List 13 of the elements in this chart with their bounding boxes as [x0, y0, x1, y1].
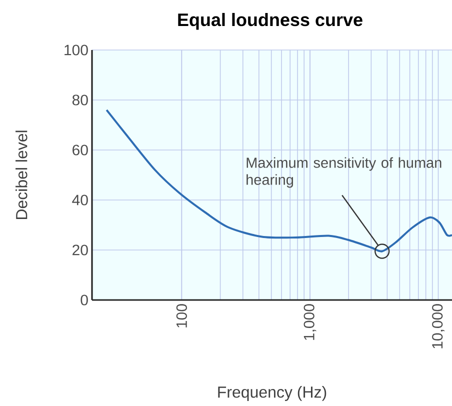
x-tick-label: 1,000: [304, 304, 316, 340]
y-tick-label: 40: [72, 194, 88, 206]
x-axis-title: Frequency (Hz): [218, 386, 326, 401]
y-tick-label: 60: [72, 144, 88, 156]
chart-title: Equal loudness curve: [178, 12, 362, 30]
x-tick-label: 100: [176, 304, 187, 328]
y-tick-label: 0: [80, 294, 88, 306]
annotation: Maximum sensitivity of human hearing: [246, 157, 442, 188]
y-tick-label: 100: [64, 44, 88, 56]
y-tick-label: 20: [72, 244, 88, 256]
y-tick-label: 80: [72, 94, 88, 106]
y-axis-title: Decibel level: [16, 130, 28, 220]
x-tick-label: 10,000: [432, 304, 444, 348]
